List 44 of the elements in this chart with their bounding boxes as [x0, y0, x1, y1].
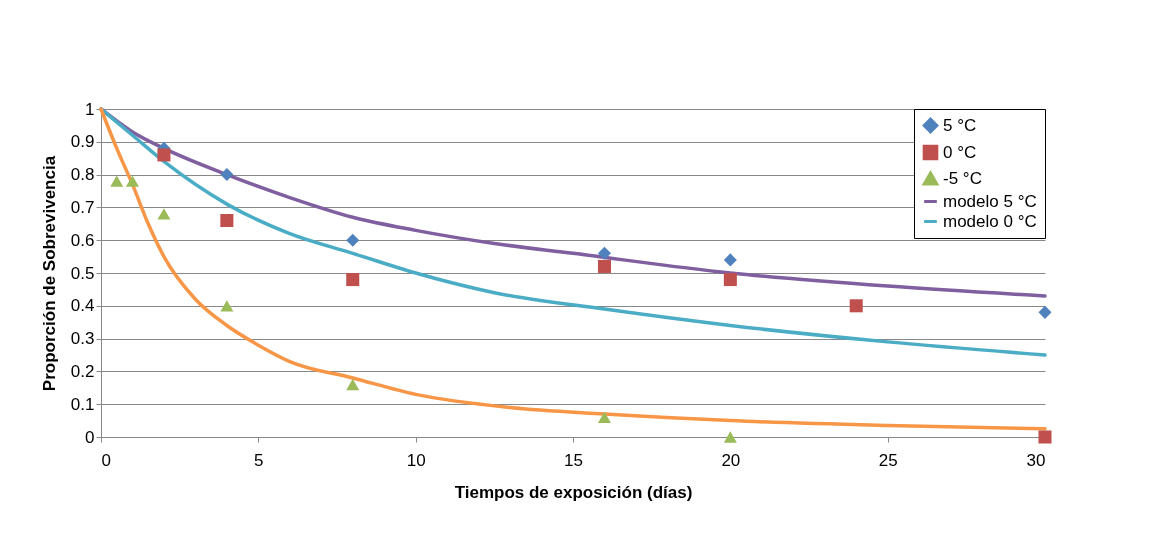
- x-axis-title: Tiempos de exposición (días): [454, 482, 693, 502]
- point: [346, 273, 360, 287]
- y-tick-label: 0.1: [70, 394, 95, 414]
- y-tick-label: 0.6: [70, 230, 95, 250]
- point: [723, 253, 737, 267]
- point: [1038, 430, 1052, 444]
- legend-label: -5 °C: [943, 168, 982, 188]
- point: [597, 259, 611, 273]
- point: [157, 208, 171, 220]
- point: [125, 175, 139, 187]
- x-tick-label: 5: [254, 450, 264, 470]
- point: [723, 431, 737, 443]
- x-tick-label: 20: [721, 450, 741, 470]
- x-tick-label: 15: [564, 450, 583, 470]
- point: [346, 378, 360, 391]
- y-tick-label: 0.2: [70, 361, 95, 381]
- x-tick-label: 25: [878, 450, 898, 470]
- point: [597, 411, 611, 423]
- legend-label: modelo 5 °C: [943, 191, 1037, 211]
- y-tick-label: 0.5: [70, 263, 95, 283]
- point: [220, 300, 234, 312]
- point: [157, 148, 171, 162]
- point: [849, 299, 863, 313]
- y-tick-label: 0.7: [70, 197, 95, 217]
- legend-label: 0 °C: [943, 142, 977, 162]
- point: [220, 214, 234, 228]
- point: [1038, 305, 1052, 319]
- y-tick-label: 0.3: [70, 329, 95, 349]
- legend-label: modelo 0 °C: [943, 211, 1037, 231]
- legend-label: 5 °C: [943, 115, 977, 135]
- y-axis-title: Proporción de Sobrevivencia: [39, 155, 59, 392]
- y-tick-label: 0: [85, 427, 95, 447]
- point: [597, 246, 611, 260]
- point: [220, 168, 234, 182]
- point: [346, 233, 360, 247]
- x-tick-label: 10: [406, 450, 426, 470]
- point: [723, 273, 737, 287]
- y-tick-label: 0.9: [70, 132, 95, 152]
- y-tick-label: 1: [85, 99, 95, 119]
- x-tick-label: 0: [101, 450, 111, 470]
- point: [110, 175, 124, 187]
- y-tick-label: 0.4: [70, 296, 95, 316]
- x-tick-label: 30: [1026, 450, 1046, 470]
- y-tick-label: 0.8: [70, 165, 95, 185]
